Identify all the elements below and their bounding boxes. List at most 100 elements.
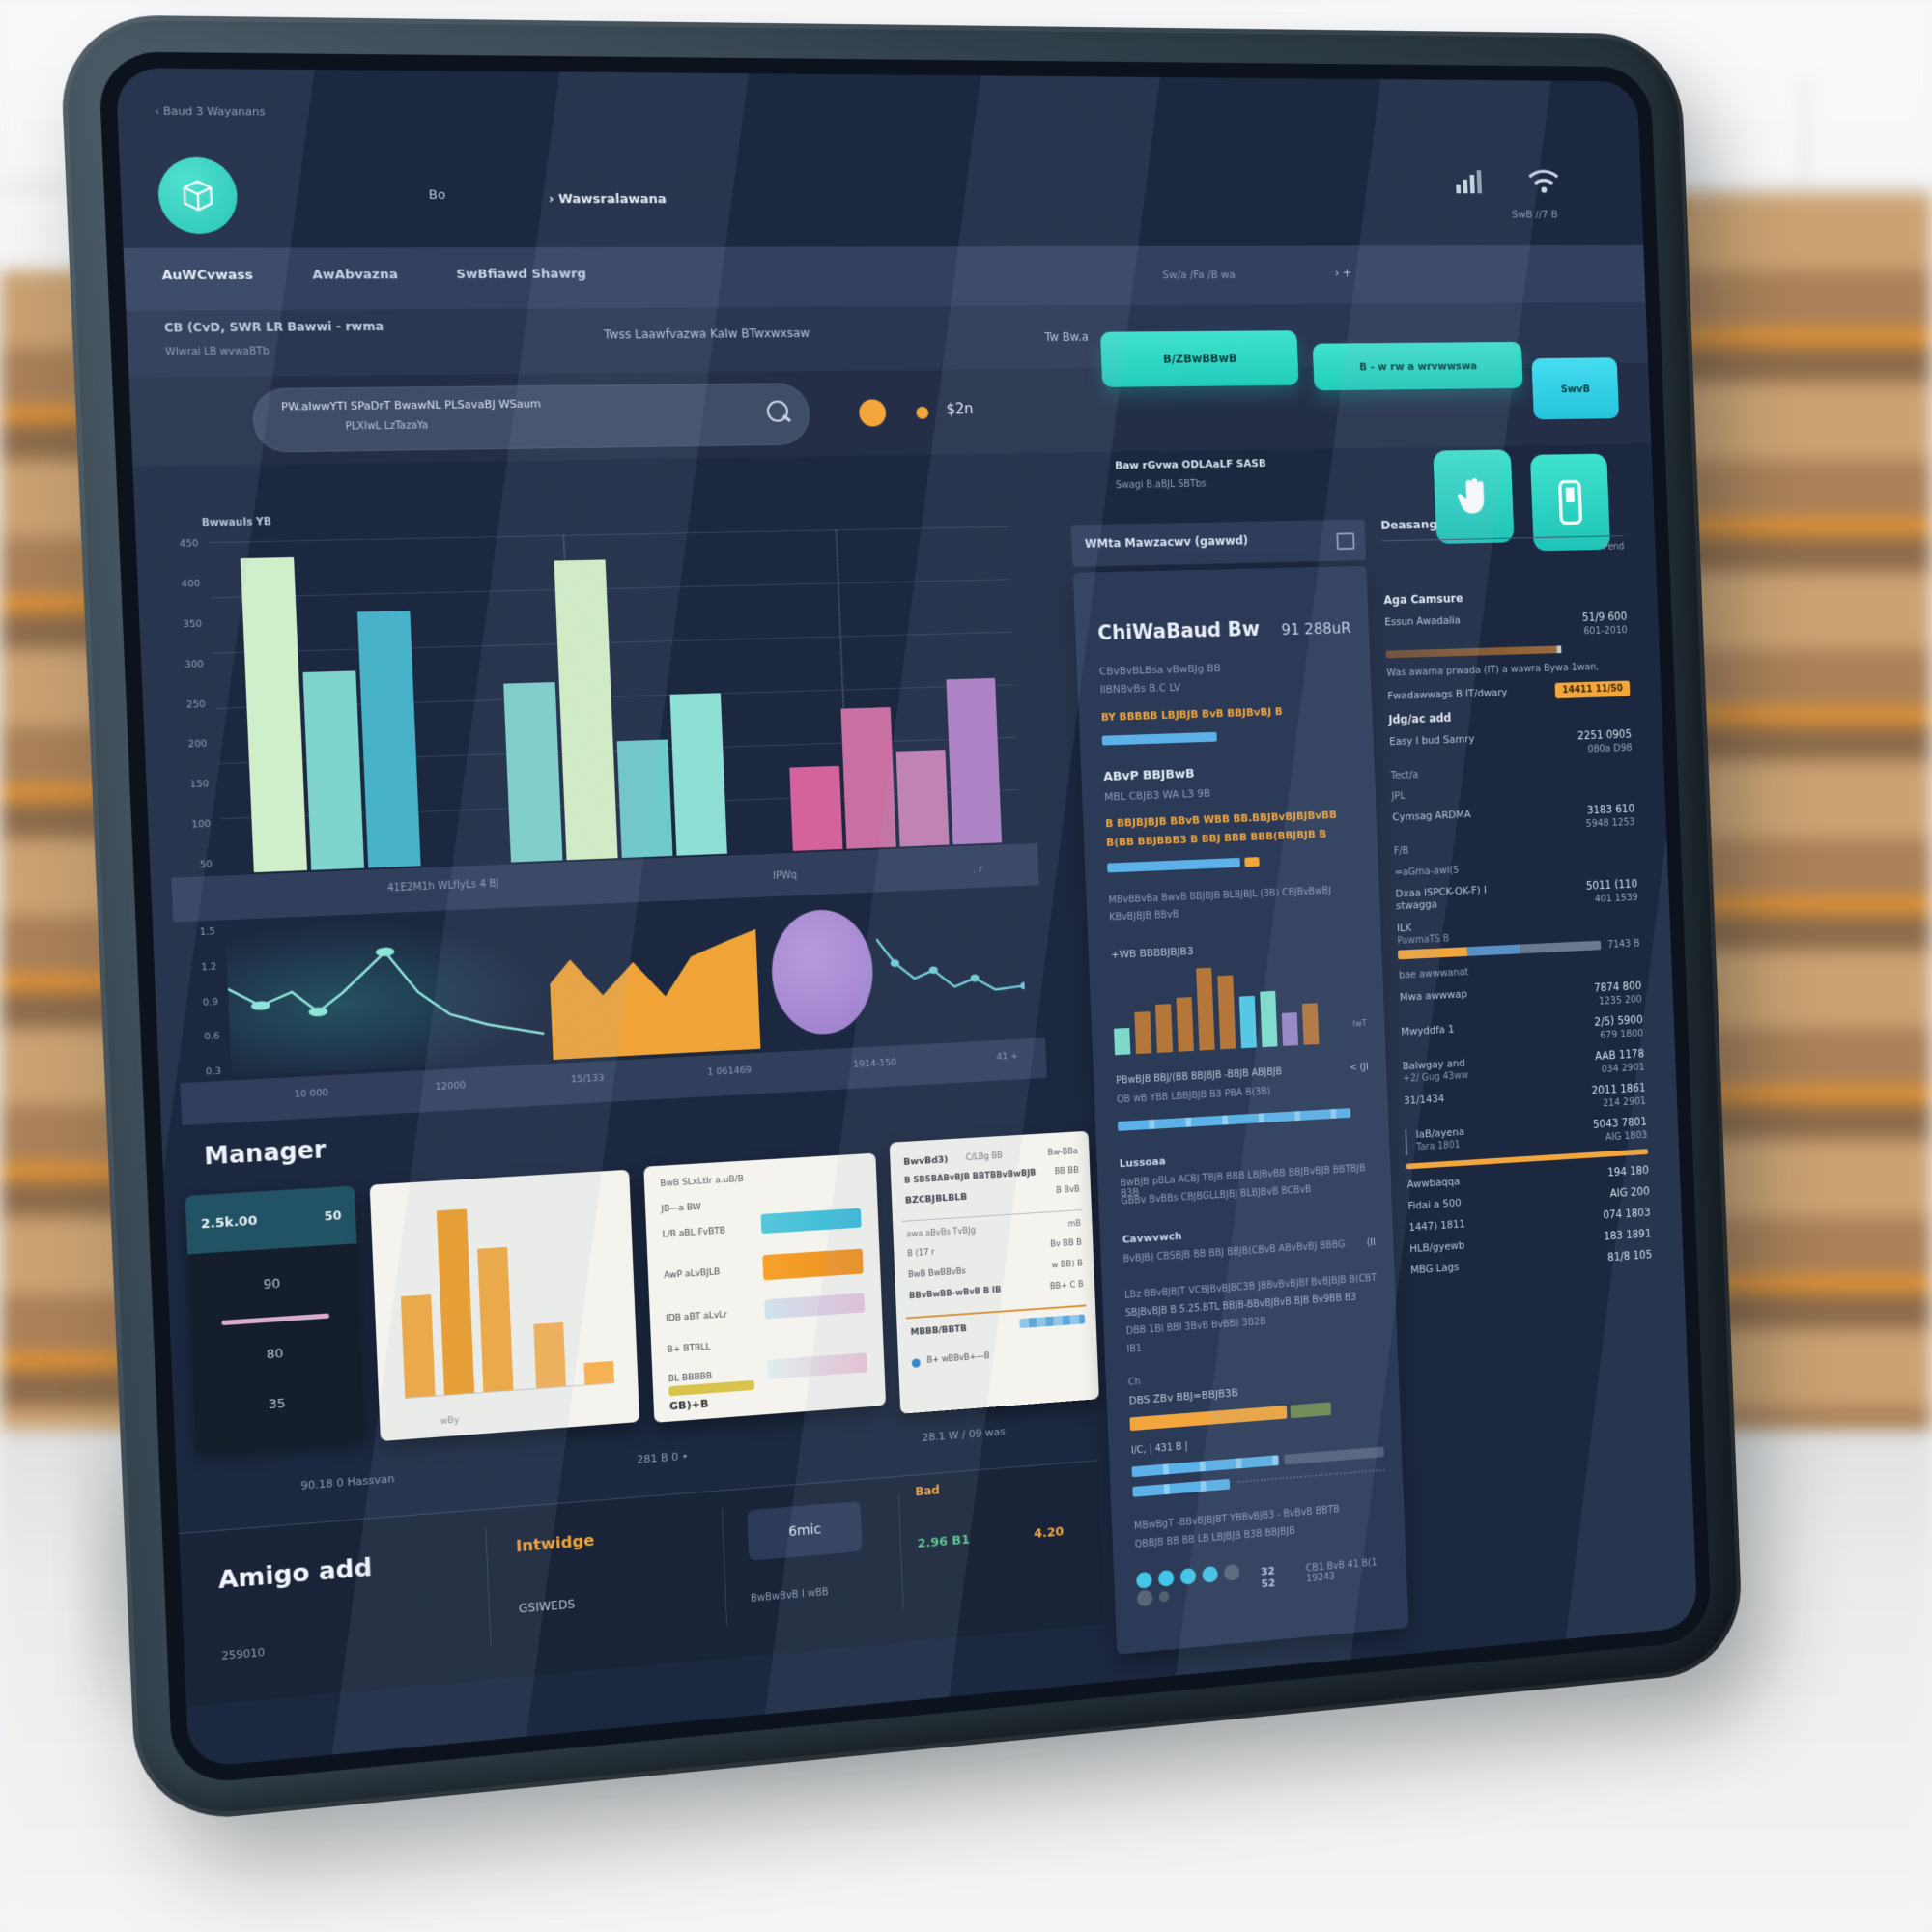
detail-line5-value: < (JI xyxy=(1349,1062,1369,1074)
x-tick-label: 1 061469 xyxy=(707,1065,753,1078)
app-logo[interactable] xyxy=(156,156,240,235)
stat-card-dark[interactable]: 2.5k.00 50 90 80 35 xyxy=(185,1185,366,1453)
primary-action-button[interactable]: B/ZBwBBwB xyxy=(1099,330,1299,387)
row-label: Fwadawwags B IT/dwary xyxy=(1387,686,1508,702)
alert-text-1: BY BBBBB LBJBJB BvB BBJBvBJ B xyxy=(1100,705,1283,724)
chart-title: Bwwauls YB xyxy=(201,516,272,529)
orange-area-chart xyxy=(548,913,761,1060)
y-tick-label: 50 xyxy=(199,859,213,871)
y-tick-label: 250 xyxy=(185,698,206,711)
line-svg xyxy=(225,913,545,1077)
row-label: Fidai a 500 xyxy=(1407,1196,1462,1212)
row-label: Was awarna prwada (IT) a wawra Bywa 1wan… xyxy=(1386,661,1600,679)
alert-text-2: B BBJBJBJB BBvB WBB BB.BBJBvBJBJBvBB xyxy=(1105,809,1337,831)
bar xyxy=(616,739,673,858)
y-tick-label: 400 xyxy=(181,578,201,590)
row-sublabel: +2/ Gug 43ww xyxy=(1403,1070,1469,1085)
doc-r9: B+ wBBvB+—B xyxy=(926,1351,990,1366)
search-text-line1: PW.aIwwYTI SPaDrT BwawNL PLSavaBJ WSaum xyxy=(280,397,542,413)
row-label: 1447) 1811 xyxy=(1408,1217,1466,1234)
orange-bars-card[interactable]: wBy xyxy=(369,1169,640,1442)
nav2-item-c[interactable]: Tw Bw.a xyxy=(1044,329,1090,344)
tablet-device: ‹ Baud 3 Wayanans Bo › Wawsralawana SwB … xyxy=(58,14,1745,1826)
bar xyxy=(554,559,618,861)
bar xyxy=(1260,990,1278,1048)
secondary-action-button[interactable]: B - w rw a wrvwwswa xyxy=(1312,341,1523,391)
nav-more[interactable]: › + xyxy=(1334,266,1352,280)
bar xyxy=(477,1246,514,1393)
row-value-secondary: 601-2010 xyxy=(1583,624,1628,638)
row-values: 5043 7801 AIG 1803 xyxy=(1593,1115,1648,1144)
tertiary-action-button[interactable]: SwvB xyxy=(1531,357,1620,420)
document-card[interactable]: BwvBd3) C/LBg BB Bw-BBa B SBSBABvBJB BBT… xyxy=(889,1130,1099,1414)
tab-amigo[interactable]: Amigo add xyxy=(217,1552,373,1595)
row-label: Dxaa ISPCK-OK-F) I stwagga xyxy=(1395,883,1488,913)
search-input[interactable]: PW.aIwwYTI SPaDrT BwawNL PLSavaBJ WSaum … xyxy=(251,383,811,453)
trend-line-chart xyxy=(225,913,545,1077)
status-dot xyxy=(1202,1565,1219,1583)
brand-name[interactable]: › Wawsralawana xyxy=(548,191,668,208)
alert-text-3: B(BB BBJBBB3 B BBJ BBB BBB(BBJBJB B xyxy=(1105,828,1327,849)
row-value-primary: 2251 0905 xyxy=(1577,727,1633,743)
right-row: Fwadawwags B IT/dwary 14411 11/50 xyxy=(1387,680,1631,704)
y-tick-label: 150 xyxy=(189,779,210,791)
doc-r2r: BB BB xyxy=(1054,1165,1079,1178)
card3-row6: BL BBBBB xyxy=(668,1371,713,1385)
detail-line4: KBvBJBJB BBvB xyxy=(1109,909,1179,923)
tab-amigo-sub: 259010 xyxy=(221,1645,266,1663)
y-tick-label: 300 xyxy=(185,658,205,670)
detail-line2: IlBNBvBs B.C LV xyxy=(1099,681,1181,696)
doc-r1b: C/LBg BB xyxy=(965,1151,1004,1163)
tab-intwidge-sub: GSIWEDS xyxy=(518,1597,576,1616)
row-values: 183 1891 xyxy=(1604,1226,1652,1242)
section-heading: Manager xyxy=(203,1135,327,1171)
right-row: Easy I bud Samry 2251 0905 080a D98 xyxy=(1389,727,1633,762)
tab-bad[interactable]: Bad xyxy=(915,1483,941,1499)
row-value-secondary: AIG 1803 xyxy=(1605,1128,1648,1143)
row-label: IaB/ayena xyxy=(1415,1124,1465,1141)
nav-right-text: Sw/a /Fa /B wa xyxy=(1162,269,1236,282)
x-tick-label: 10 000 xyxy=(294,1087,329,1100)
right-row: Dxaa ISPCK-OK-F) I stwagga 5011 (110 401 1… xyxy=(1395,877,1637,914)
nav-item[interactable]: SwBfiawd Shawrg xyxy=(456,267,587,283)
right-panel-pend[interactable]: Pend xyxy=(1603,541,1625,553)
bar xyxy=(1238,995,1257,1049)
y-tick-label: 350 xyxy=(183,618,203,631)
nav-item[interactable]: AuWCvwass xyxy=(161,268,254,284)
row-label: =aGma-awi(5 xyxy=(1394,864,1460,878)
stat-value-3: 35 xyxy=(268,1396,286,1413)
x-label-1: 41E2M1h WLfIyLs 4 BJ xyxy=(386,878,499,895)
status-dot xyxy=(1135,1571,1152,1589)
bar xyxy=(946,678,1003,845)
tab-intwidge[interactable]: Intwidge xyxy=(515,1530,595,1556)
row-label: JPL xyxy=(1391,790,1406,803)
right-row: F/B xyxy=(1394,837,1636,859)
doc-r6: BwB BwBBvBs xyxy=(907,1266,967,1281)
nav2-item-b[interactable]: Twss Laawfvazwa KaIw BTwxwxsaw xyxy=(603,326,810,342)
detail-line6: QB wB YBB LBBJBJB B3 PBA B(3B) xyxy=(1116,1086,1271,1106)
bar xyxy=(840,706,896,849)
y-tick-label: 100 xyxy=(191,818,212,831)
row-label: Easy I bud Samry xyxy=(1389,732,1475,749)
search-icon[interactable] xyxy=(766,400,789,422)
row-progress-brown xyxy=(1385,643,1629,659)
row-values: 5011 (110 401 1539 xyxy=(1586,877,1638,905)
bar xyxy=(895,750,950,847)
right-row: Balwgay and +2/ Gug 43ww AAB 1178 034 2901 xyxy=(1402,1046,1644,1086)
row-value-primary: 194 180 xyxy=(1606,1162,1649,1179)
color-bars-card[interactable]: BwB SLxLtIr a.uB/B JB—a BW L/B aBL FvBTB… xyxy=(643,1152,887,1423)
nav-primary-items: AuWCvwass AwAbvazna SwBfiawd Shawrg xyxy=(161,267,643,283)
bar xyxy=(789,766,843,851)
card-caption-text: 90.18 0 Hassvan xyxy=(300,1471,395,1492)
center-header-title: WMta Mawzacwv (gawwd) xyxy=(1084,533,1249,551)
nav-item[interactable]: AwAbvazna xyxy=(311,267,399,283)
panel-menu-icon[interactable] xyxy=(1336,532,1355,551)
row-value-secondary: 5948 1253 xyxy=(1585,816,1635,831)
nav2-item-a[interactable]: CB (CvD, SWR LR Bawwi - rwma xyxy=(163,319,384,335)
row-values: 074 1803 xyxy=(1603,1206,1651,1222)
stat-value-2: 80 xyxy=(266,1346,284,1363)
right-row: IaB/ayena Tara 1801 5043 7801 AIG 1803 xyxy=(1405,1114,1648,1155)
tab-6mic[interactable]: 6mic xyxy=(747,1500,863,1561)
card-caption-text: 28.1 W / 09 was xyxy=(922,1425,1006,1444)
breadcrumb[interactable]: ‹ Baud 3 Wayanans xyxy=(155,104,266,119)
